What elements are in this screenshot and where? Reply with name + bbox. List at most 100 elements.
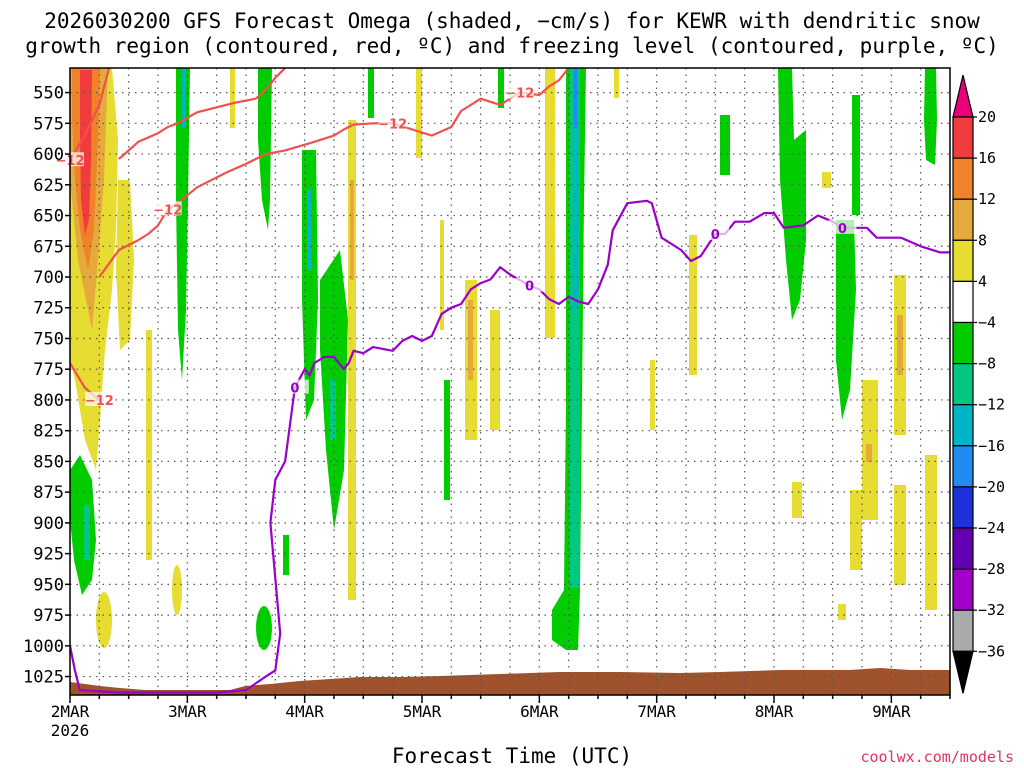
omega-region-rising [444,380,450,500]
freezing-level-label: 0 [838,222,847,237]
chart-title-line-1: 2026030200 GFS Forecast Omega (shaded, −… [44,9,980,33]
y-tick-label: 875 [33,483,64,503]
y-tick-label: 1000 [23,637,64,657]
colorbar-swatch [952,363,974,406]
freezing-level-label-bg [280,379,309,394]
omega-region-rising [70,455,96,595]
colorbar-label: 16 [978,149,996,167]
colorbar-swatch [952,321,974,365]
freezing-level-label: 0 [290,382,299,397]
colorbar-swatch [952,404,974,447]
omega-region-sinking [838,604,846,620]
x-tick-sublabel: 2026 [51,721,90,740]
omega-region-sinking [490,310,500,430]
colorbar-swatch [952,568,974,611]
x-tick-label: 5MAR [403,702,442,721]
y-tick-label: 800 [33,391,64,411]
dgz-contour-line [70,68,111,161]
colorbar-label: −24 [978,519,1005,537]
x-tick-label: 6MAR [520,702,559,721]
omega-region-rising [720,115,730,175]
dgz-contour-label: −12 [378,117,407,132]
omega-region-sinking [116,180,134,350]
freezing-level-label-bg [701,225,730,240]
colorbar-label: −8 [978,355,996,373]
omega-region-rising [258,68,272,230]
chart-title-line-2: growth region (contoured, red, ºC) and f… [25,34,999,58]
colorbar: 20 16 12 8 4 −4 −8 −12 −16 −20 −24 −28 −32 −36 [952,74,1005,694]
omega-region-rising [256,606,272,650]
omega-region-sinking [822,172,831,188]
freezing-level-label-bg [828,219,857,234]
omega-region-rising [307,190,311,270]
dgz-contour-label: −12 [85,394,114,409]
colorbar-label: −12 [978,396,1005,414]
x-tick-label: 4MAR [285,702,324,721]
y-tick-label: 700 [33,268,64,288]
omega-region-sinking [894,485,906,585]
colorbar-top-arrow [952,74,974,118]
colorbar-swatch [952,609,974,652]
omega-region-sinking [172,565,182,615]
colorbar-label: 4 [978,272,987,290]
freezing-level-label: 0 [711,228,720,243]
omega-region-sinking [545,68,555,338]
omega-region-rising [924,68,937,165]
y-tick-label: 575 [33,114,64,134]
omega-region-rising [574,68,577,128]
y-tick-label: 600 [33,145,64,165]
omega-region-sinking [348,120,356,600]
y-tick-label: 900 [33,514,64,534]
y-tick-label: 650 [33,207,64,227]
omega-region-sinking [468,300,473,380]
y-tick-label: 725 [33,299,64,319]
colorbar-label: −4 [978,314,996,332]
omega-region-sinking [650,360,655,430]
omega-region-rising [302,150,318,420]
dgz-contour-label-bg [505,84,534,99]
omega-region-sinking [866,444,872,462]
dgz-contour-line [118,68,286,160]
colorbar-swatch [952,486,974,529]
x-tick-label: 3MAR [168,702,207,721]
colorbar-label: −16 [978,437,1005,455]
dgz-contour-label-bg [378,115,407,130]
terrain-fill [70,668,950,695]
omega-region-rising [176,68,190,380]
omega-region-rising [182,68,186,128]
y-tick-label: 825 [33,422,64,442]
y-tick-label: 675 [33,237,64,257]
y-tick-label: 950 [33,575,64,595]
colorbar-label: 8 [978,231,987,249]
colorbar-swatch [952,116,974,159]
colorbar-label: −28 [978,560,1005,578]
omega-region-sinking [850,490,862,570]
y-axis: 550 575 600 625 650 675 700 725 750 775 800 825 850 8… [23,84,70,688]
y-tick-label: 975 [33,606,64,626]
omega-region-sinking [96,592,112,648]
omega-region-sinking [689,235,697,375]
omega-region-sinking [897,315,903,375]
omega-region-max [80,70,92,235]
omega-region-rising [573,68,578,308]
omega-region-rising [852,95,860,215]
omega-shading [70,68,950,695]
dgz-contour-label: −12 [153,203,182,218]
x-tick-label: 9MAR [872,702,911,721]
omega-region-rising [836,220,856,420]
colorbar-swatch [952,198,974,241]
x-tick-label: 7MAR [637,702,676,721]
omega-region-rising [283,535,289,575]
colorbar-swatch [952,280,974,324]
colorbar-swatch [952,445,974,488]
credit-text[interactable]: coolwx.com/models [860,748,1014,766]
y-tick-label: 850 [33,452,64,472]
colorbar-label: 12 [978,190,996,208]
omega-region-rising [570,68,580,588]
colorbar-label: −32 [978,601,1005,619]
omega-region-rising [498,68,504,108]
colorbar-label: 20 [978,108,996,126]
omega-region-sinking [614,68,619,98]
freezing-level-label: 0 [525,280,534,295]
